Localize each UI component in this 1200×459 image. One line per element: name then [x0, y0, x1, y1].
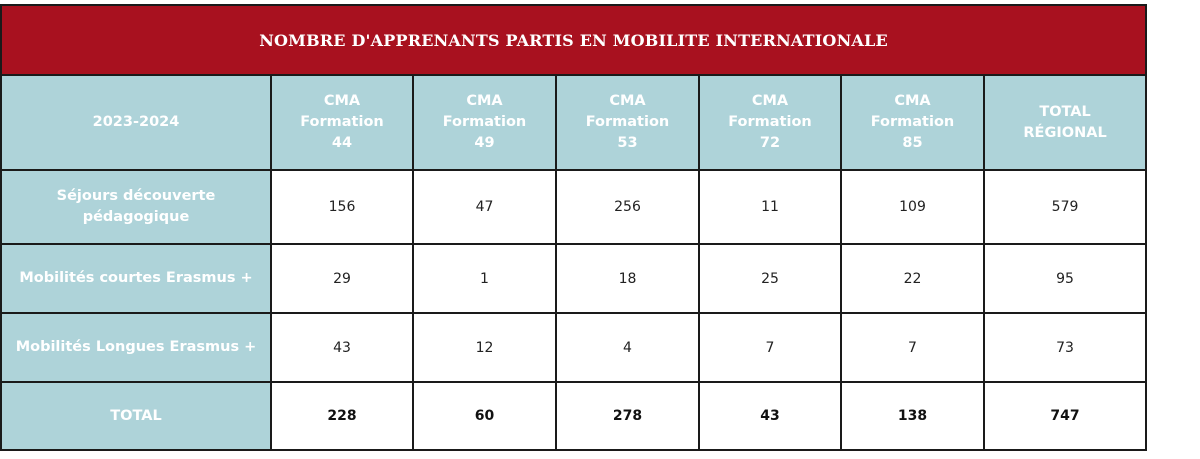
table-row: Séjours découverte pédagogique 156 47 25…	[0, 169, 1148, 245]
table-cell: 12	[412, 312, 557, 383]
table-row: Mobilités Longues Erasmus + 43 12 4 7 7 …	[0, 312, 1148, 383]
table-cell: 43	[270, 312, 414, 383]
row-header-mobilites-longues: Mobilités Longues Erasmus +	[0, 312, 272, 383]
table-cell: 47	[412, 169, 557, 245]
table-cell: 7	[698, 312, 842, 383]
row-header-mobilites-courtes: Mobilités courtes Erasmus +	[0, 243, 272, 314]
row-header-line: Séjours découverte	[56, 188, 216, 204]
table-cell: 7	[840, 312, 985, 383]
column-header-line: 53	[617, 135, 638, 151]
column-header-line: 49	[474, 135, 495, 151]
column-header-line: CMA	[466, 93, 503, 109]
mobility-table-container: NOMBRE D'APPRENANTS PARTIS EN MOBILITE I…	[0, 4, 1148, 451]
column-header-line: CMA	[609, 93, 646, 109]
table-cell: 25	[698, 243, 842, 314]
column-header-cma-49: CMA Formation 49	[412, 74, 557, 171]
table-cell: 73	[982, 312, 1148, 383]
table-cell: 18	[555, 243, 700, 314]
row-header-line: pédagogique	[82, 209, 190, 225]
table-cell: 579	[982, 169, 1148, 245]
total-cell: 228	[270, 381, 414, 451]
header-row: 2023-2024 CMA Formation 44 CMA Formation…	[0, 74, 1148, 171]
corner-label: 2023-2024	[0, 74, 272, 171]
row-header-sejours: Séjours découverte pédagogique	[0, 169, 272, 245]
column-header-line: Formation	[442, 114, 527, 130]
table-cell: 95	[982, 243, 1148, 314]
column-header-line: 85	[902, 135, 923, 151]
table-row: Mobilités courtes Erasmus + 29 1 18 25 2…	[0, 243, 1148, 314]
table-cell: 256	[555, 169, 700, 245]
total-cell: 278	[555, 381, 700, 451]
column-header-line: CMA	[894, 93, 931, 109]
column-header-cma-53: CMA Formation 53	[555, 74, 700, 171]
table-title: NOMBRE D'APPRENANTS PARTIS EN MOBILITE I…	[0, 4, 1148, 76]
column-header-line: TOTAL	[1039, 103, 1091, 120]
total-cell: 43	[698, 381, 842, 451]
table-cell: 1	[412, 243, 557, 314]
column-header-line: CMA	[751, 93, 789, 109]
column-header-line: RÉGIONAL	[1023, 124, 1107, 141]
column-header-line: Formation	[585, 114, 670, 130]
column-header-line: Formation	[728, 114, 812, 130]
table-cell: 22	[840, 243, 985, 314]
column-header-line: 72	[759, 135, 781, 151]
mobility-table: NOMBRE D'APPRENANTS PARTIS EN MOBILITE I…	[0, 4, 1148, 451]
column-header-cma-44: CMA Formation 44	[270, 74, 414, 171]
table-cell: 4	[555, 312, 700, 383]
table-cell: 156	[270, 169, 414, 245]
column-header-line: CMA	[323, 93, 361, 109]
column-header-line: 44	[331, 135, 353, 151]
table-cell: 11	[698, 169, 842, 245]
total-cell: 138	[840, 381, 985, 451]
row-header-total: TOTAL	[0, 381, 272, 451]
column-header-total-regional: TOTAL RÉGIONAL	[982, 74, 1148, 171]
title-row: NOMBRE D'APPRENANTS PARTIS EN MOBILITE I…	[0, 4, 1148, 76]
total-row: TOTAL 228 60 278 43 138 747	[0, 381, 1148, 451]
column-header-line: Formation	[870, 114, 955, 130]
column-header-cma-85: CMA Formation 85	[840, 74, 985, 171]
total-cell: 747	[982, 381, 1148, 451]
table-cell: 109	[840, 169, 985, 245]
table-cell: 29	[270, 243, 414, 314]
column-header-cma-72: CMA Formation 72	[698, 74, 842, 171]
column-header-line: Formation	[300, 114, 384, 130]
total-cell: 60	[412, 381, 557, 451]
